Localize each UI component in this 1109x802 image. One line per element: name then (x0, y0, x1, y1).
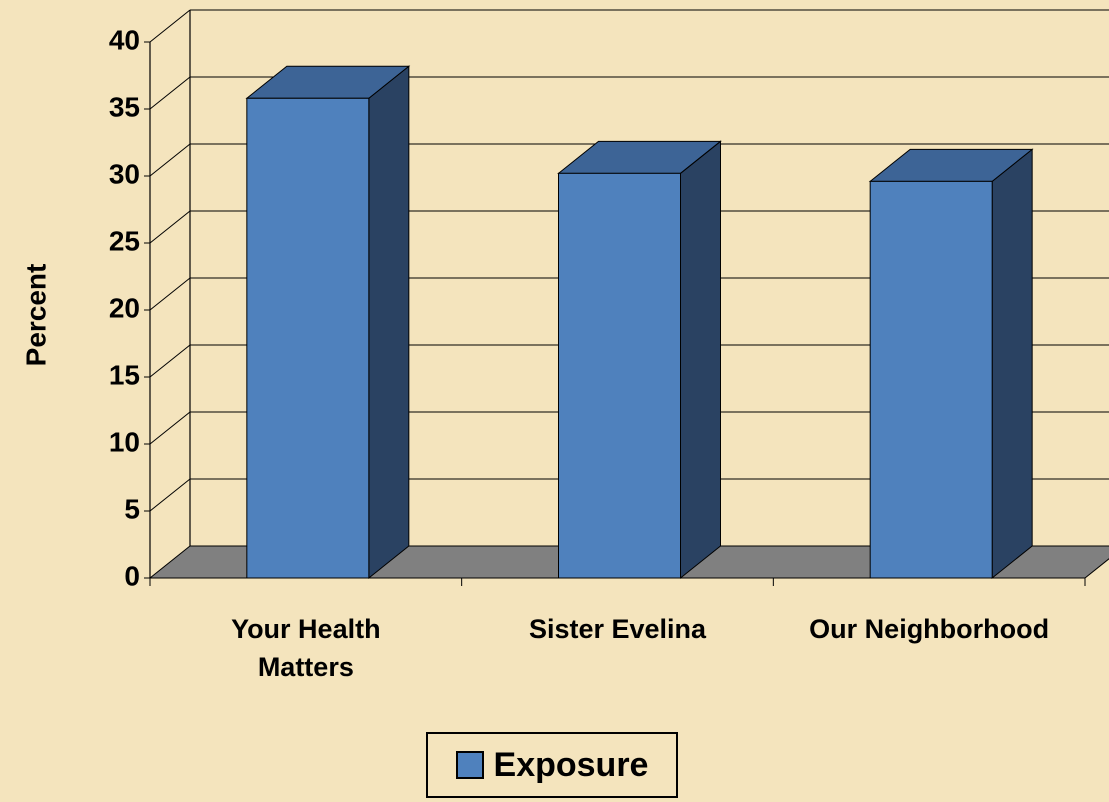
x-tick-label: Your Health Matters (231, 614, 381, 682)
y-tick-label: 10 (109, 426, 140, 457)
grid-line (149, 478, 191, 512)
grid-line (149, 143, 191, 177)
y-tick-label: 15 (109, 359, 140, 390)
bar-side (680, 140, 721, 580)
bar (558, 172, 681, 579)
y-axis-label: Percent (20, 264, 51, 367)
grid-line (149, 277, 191, 311)
bar-side (991, 148, 1033, 580)
x-tick-label: Sister Evelina (528, 614, 707, 644)
legend-swatch (455, 751, 484, 779)
bar (246, 97, 370, 579)
y-tick-label: 25 (109, 225, 140, 256)
legend-label: Exposure (493, 745, 649, 784)
grid-line (149, 411, 191, 445)
grid-line (149, 344, 191, 378)
grid-line (149, 76, 191, 110)
grid-line (149, 210, 191, 244)
y-tick-label: 20 (109, 292, 140, 323)
y-tick-label: 35 (109, 91, 140, 122)
y-tick-label: 40 (109, 24, 140, 55)
y-tick-label: 5 (124, 493, 140, 524)
bar (869, 180, 993, 579)
x-tick-label: Our Neighborhood (809, 614, 1050, 644)
legend: Exposure (426, 732, 678, 798)
grid-line (149, 9, 191, 43)
y-tick-label: 0 (124, 560, 140, 591)
y-tick-label: 30 (109, 158, 140, 189)
bar-side (368, 65, 410, 580)
